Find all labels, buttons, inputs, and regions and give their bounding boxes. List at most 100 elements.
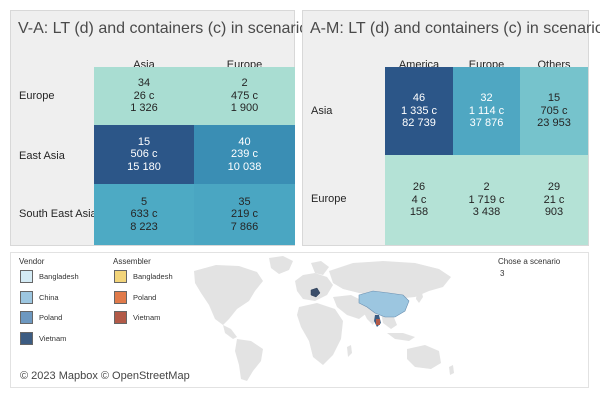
legend-label: Vietnam	[39, 334, 67, 343]
cell-lt: 26	[412, 181, 426, 194]
swatch	[114, 311, 127, 324]
cell-containers: 239 c	[231, 148, 258, 161]
va-cell-east-asia-asia[interactable]: 15 506 c 15 180	[94, 125, 194, 184]
cell-containers: 475 c	[231, 89, 258, 102]
world-map[interactable]	[11, 253, 588, 387]
cell-value: 3 438	[472, 206, 501, 219]
map-land-greenland	[269, 256, 293, 274]
va-cell-europe-europe[interactable]: 2 475 c 1 900	[194, 67, 295, 125]
cell-value: 8 223	[130, 220, 158, 233]
va-cell-east-asia-europe[interactable]: 40 239 c 10 038	[194, 125, 295, 184]
va-row-east-asia: East Asia	[19, 150, 65, 162]
scenario-selector[interactable]: 3	[500, 269, 505, 278]
legend-label: China	[39, 293, 59, 302]
legend-label: Vietnam	[133, 313, 161, 322]
cell-containers: 4 c	[411, 193, 427, 206]
cell-lt: 34	[137, 77, 151, 90]
map-attribution[interactable]: © 2023 Mapbox © OpenStreetMap	[20, 370, 190, 382]
legend-label: Poland	[39, 313, 63, 322]
cell-value: 10 038	[227, 160, 262, 173]
map-land-scandinavia	[311, 261, 329, 275]
cell-lt: 32	[480, 92, 493, 105]
cell-value: 7 866	[230, 220, 259, 233]
cell-value: 82 739	[402, 117, 436, 130]
map-land-japan	[416, 289, 423, 303]
cell-containers: 506 c	[130, 148, 158, 161]
cell-lt: 29	[547, 181, 561, 194]
swatch	[20, 270, 33, 283]
map-land-south-america	[235, 339, 263, 381]
cell-value: 158	[409, 206, 429, 219]
va-matrix-panel: V-A: LT (d) and containers (c) in scenar…	[10, 10, 322, 246]
am-cell-europe-america[interactable]: 26 4 c 158	[385, 155, 453, 245]
cell-containers: 26 c	[133, 89, 155, 102]
legend-vendor-poland[interactable]: Poland	[20, 311, 62, 324]
va-cell-south-east-asia-europe[interactable]: 35 219 c 7 866	[194, 184, 295, 245]
legend-label: Bangladesh	[39, 272, 79, 281]
swatch	[114, 270, 127, 283]
cell-lt: 35	[238, 195, 251, 208]
cell-lt: 5	[140, 195, 148, 208]
va-title: V-A: LT (d) and containers (c) in scenar…	[18, 20, 322, 37]
am-cell-asia-others[interactable]: 15 705 c 23 953	[520, 67, 588, 155]
va-row-europe: Europe	[19, 90, 55, 102]
cell-lt: 2	[483, 181, 490, 194]
map-land-new-zealand	[449, 365, 454, 375]
legend-label: Poland	[133, 293, 157, 302]
map-land-madagascar	[347, 345, 352, 357]
swatch	[20, 311, 33, 324]
legend-vendor-china[interactable]: China	[20, 291, 59, 304]
map-land-africa	[297, 303, 343, 365]
cell-value: 1 900	[230, 102, 259, 115]
cell-lt: 2	[241, 77, 248, 90]
legend-label: Bangladesh	[133, 272, 173, 281]
am-matrix-panel: A-M: LT (d) and containers (c) in scenar…	[302, 10, 600, 246]
map-land-australia	[407, 345, 441, 369]
map-land-middle-east	[333, 295, 367, 319]
map-land-central-america	[223, 325, 237, 339]
cell-containers: 1 114 c	[468, 104, 505, 117]
am-cell-asia-europe[interactable]: 32 1 114 c 37 876	[453, 67, 520, 155]
swatch	[20, 291, 33, 304]
swatch	[114, 291, 127, 304]
cell-containers: 705 c	[540, 104, 568, 117]
map-land-indonesia	[387, 333, 415, 341]
cell-containers: 1 335 c	[400, 104, 438, 117]
va-cell-europe-asia[interactable]: 34 26 c 1 326	[94, 67, 194, 125]
am-cell-asia-america[interactable]: 46 1 335 c 82 739	[385, 67, 453, 155]
legend-assembler-bangladesh[interactable]: Bangladesh	[114, 270, 173, 283]
cell-value: 903	[544, 206, 564, 219]
legend-vendor-bangladesh[interactable]: Bangladesh	[20, 270, 79, 283]
cell-lt: 46	[412, 92, 426, 105]
am-cell-europe-europe[interactable]: 2 1 719 c 3 438	[453, 155, 520, 245]
legend-vendor-title: Vendor	[19, 257, 45, 266]
map-panel[interactable]: Vendor Bangladesh China Poland Vietnam A…	[10, 252, 589, 388]
map-assembler-vietnam	[376, 319, 380, 325]
legend-vendor-vietnam[interactable]: Vietnam	[20, 332, 66, 345]
cell-value: 1 326	[130, 102, 158, 115]
map-land-europe	[295, 273, 333, 301]
cell-value: 23 953	[537, 117, 571, 130]
am-row-europe: Europe	[311, 193, 347, 205]
cell-value: 15 180	[127, 160, 161, 173]
map-land-north-america	[194, 265, 263, 325]
cell-containers: 219 c	[231, 208, 258, 221]
am-title: A-M: LT (d) and containers (c) in scenar…	[310, 20, 600, 37]
am-row-asia: Asia	[311, 105, 333, 117]
va-row-south-east-asia: South East Asia	[19, 208, 97, 220]
scenario-label: Chose a scenario	[498, 257, 561, 266]
legend-assembler-vietnam[interactable]: Vietnam	[114, 311, 160, 324]
swatch	[20, 332, 33, 345]
cell-lt: 15	[547, 92, 561, 105]
legend-assembler-title: Assembler	[113, 257, 151, 266]
cell-lt: 15	[137, 135, 151, 148]
cell-lt: 40	[238, 135, 251, 148]
am-cell-europe-others[interactable]: 29 21 c 903	[520, 155, 588, 245]
cell-containers: 1 719 c	[468, 193, 505, 206]
cell-containers: 633 c	[130, 208, 158, 221]
legend-assembler-poland[interactable]: Poland	[114, 291, 156, 304]
cell-value: 37 876	[469, 117, 504, 130]
cell-containers: 21 c	[543, 193, 565, 206]
va-cell-south-east-asia-asia[interactable]: 5 633 c 8 223	[94, 184, 194, 245]
map-country-poland	[310, 287, 321, 298]
